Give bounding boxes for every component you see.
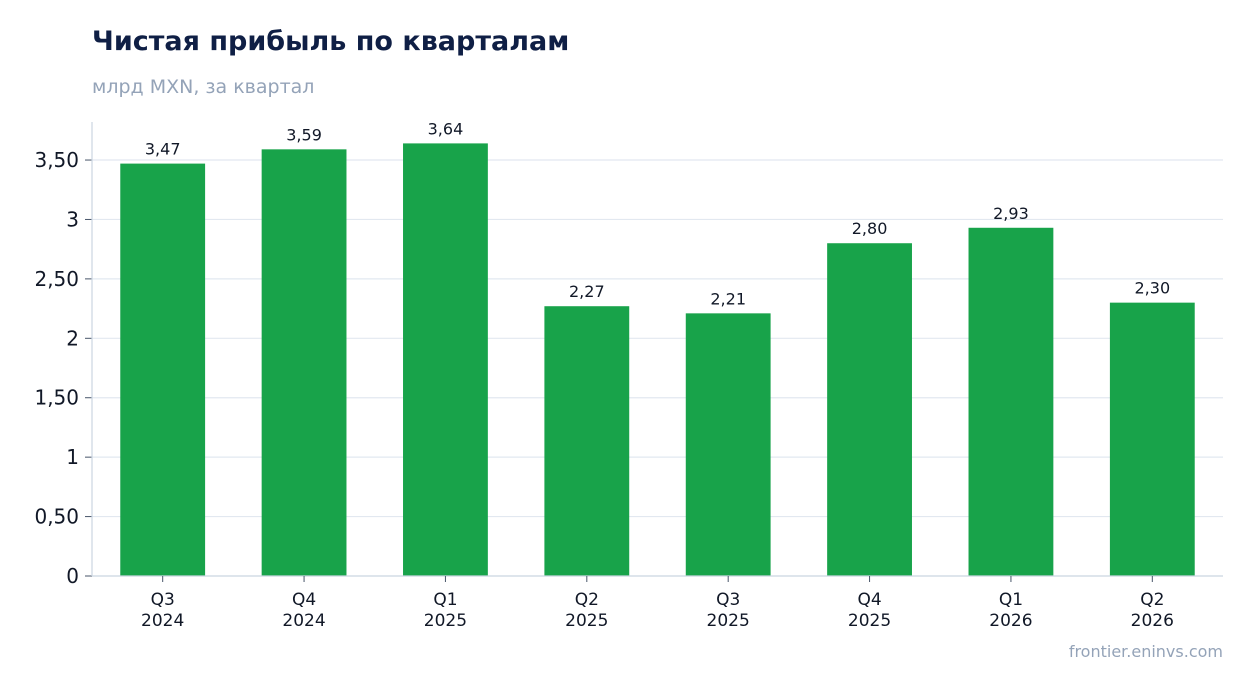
source-credit: frontier.eninvs.com bbox=[1068, 642, 1223, 661]
data-label: 3,59 bbox=[286, 125, 322, 144]
bar bbox=[544, 306, 630, 576]
x-tick-label-quarter: Q2 bbox=[1140, 590, 1164, 610]
y-tick-label: 0 bbox=[66, 564, 79, 588]
data-label: 2,27 bbox=[569, 282, 605, 301]
y-tick-label: 2 bbox=[66, 326, 79, 350]
x-tick-label-year: 2024 bbox=[141, 611, 184, 631]
x-tick-label-quarter: Q4 bbox=[857, 590, 881, 610]
chart-subtitle: млрд MXN, за квартал bbox=[92, 76, 315, 98]
x-tick-label-quarter: Q3 bbox=[716, 590, 740, 610]
data-label: 3,47 bbox=[145, 140, 181, 159]
x-tick-label-year: 2025 bbox=[565, 611, 608, 631]
bars bbox=[120, 143, 1195, 576]
y-tick-label: 1,50 bbox=[34, 386, 79, 410]
data-label: 2,80 bbox=[852, 219, 888, 238]
x-tick-label-quarter: Q1 bbox=[433, 590, 457, 610]
data-label: 2,93 bbox=[993, 204, 1029, 223]
y-tick-label: 1 bbox=[66, 445, 79, 469]
bar bbox=[685, 313, 771, 576]
y-tick-label: 0,50 bbox=[34, 505, 79, 529]
x-tick-label-quarter: Q3 bbox=[151, 590, 175, 610]
x-tick-label-year: 2026 bbox=[989, 611, 1032, 631]
data-label: 3,64 bbox=[428, 119, 464, 138]
x-tick-label-quarter: Q2 bbox=[575, 590, 599, 610]
bar bbox=[120, 163, 206, 576]
bar bbox=[261, 149, 347, 576]
data-label: 2,30 bbox=[1135, 279, 1171, 298]
y-tick-label: 3,50 bbox=[34, 148, 79, 172]
x-tick-label-year: 2025 bbox=[848, 611, 891, 631]
chart-title: Чистая прибыль по кварталам bbox=[92, 26, 570, 57]
x-tick-label-year: 2025 bbox=[424, 611, 467, 631]
x-tick-label-quarter: Q4 bbox=[292, 590, 316, 610]
data-label: 2,21 bbox=[710, 289, 746, 308]
x-tick-label-quarter: Q1 bbox=[999, 590, 1023, 610]
x-tick-label-year: 2026 bbox=[1131, 611, 1174, 631]
y-tick-label: 3 bbox=[66, 207, 79, 231]
axes bbox=[85, 122, 1223, 582]
bar bbox=[403, 143, 488, 576]
bar bbox=[827, 243, 912, 576]
bar bbox=[1109, 302, 1195, 576]
y-tick-label: 2,50 bbox=[34, 267, 79, 291]
x-tick-label-year: 2024 bbox=[282, 611, 325, 631]
bar bbox=[968, 227, 1054, 576]
x-tick-label-year: 2025 bbox=[707, 611, 750, 631]
